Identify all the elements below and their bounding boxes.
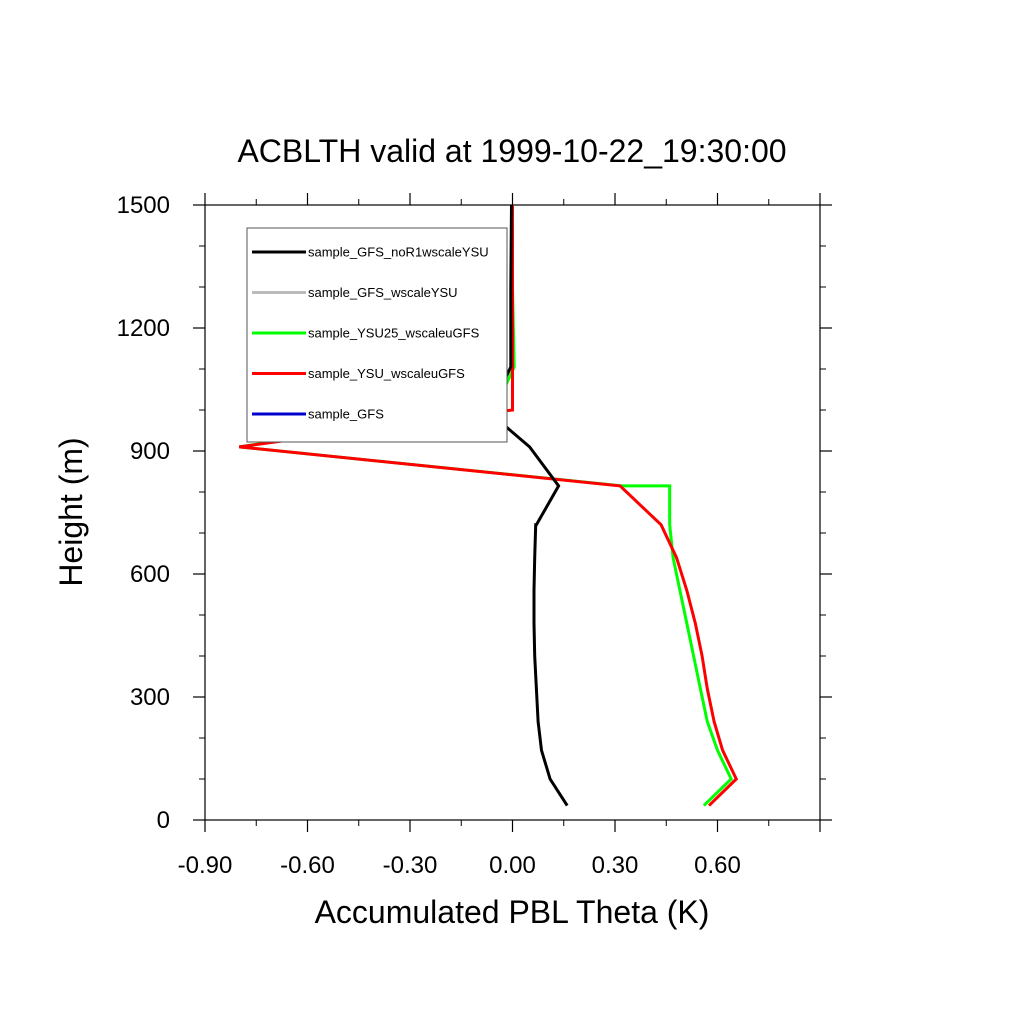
x-tick-label: -0.30 xyxy=(383,852,438,879)
y-tick-label: 600 xyxy=(130,561,170,588)
axis-ticks: -0.90 -0.60 -0.30 0.00 0.30 0.60 0 300 600 900 120… xyxy=(117,192,832,879)
y-tick-label: 1500 xyxy=(117,192,170,219)
x-tick-label: 0.00 xyxy=(489,852,536,879)
y-tick-label: 0 xyxy=(157,807,170,834)
legend-label: sample_YSU25_wscaleuGFS xyxy=(308,326,480,341)
x-tick-label: -0.90 xyxy=(178,852,233,879)
legend-label: sample_YSU_wscaleuGFS xyxy=(308,366,465,381)
x-tick-label: 0.30 xyxy=(592,852,639,879)
x-axis-label: Accumulated PBL Theta (K) xyxy=(315,894,710,930)
y-axis-label: Height (m) xyxy=(53,437,89,586)
x-tick-label: 0.60 xyxy=(694,852,741,879)
legend-label: sample_GFS_wscaleYSU xyxy=(308,285,458,300)
y-tick-label: 300 xyxy=(130,684,170,711)
chart-title: ACBLTH valid at 1999-10-22_19:30:00 xyxy=(237,133,786,169)
legend-label: sample_GFS xyxy=(308,407,384,422)
x-tick-label: -0.60 xyxy=(280,852,335,879)
legend: sample_GFS_noR1wscaleYSU sample_GFS_wscal… xyxy=(246,227,508,443)
legend-box xyxy=(246,227,508,443)
y-tick-label: 1200 xyxy=(117,315,170,342)
y-tick-label: 900 xyxy=(130,438,170,465)
legend-label: sample_GFS_noR1wscaleYSU xyxy=(308,245,489,260)
